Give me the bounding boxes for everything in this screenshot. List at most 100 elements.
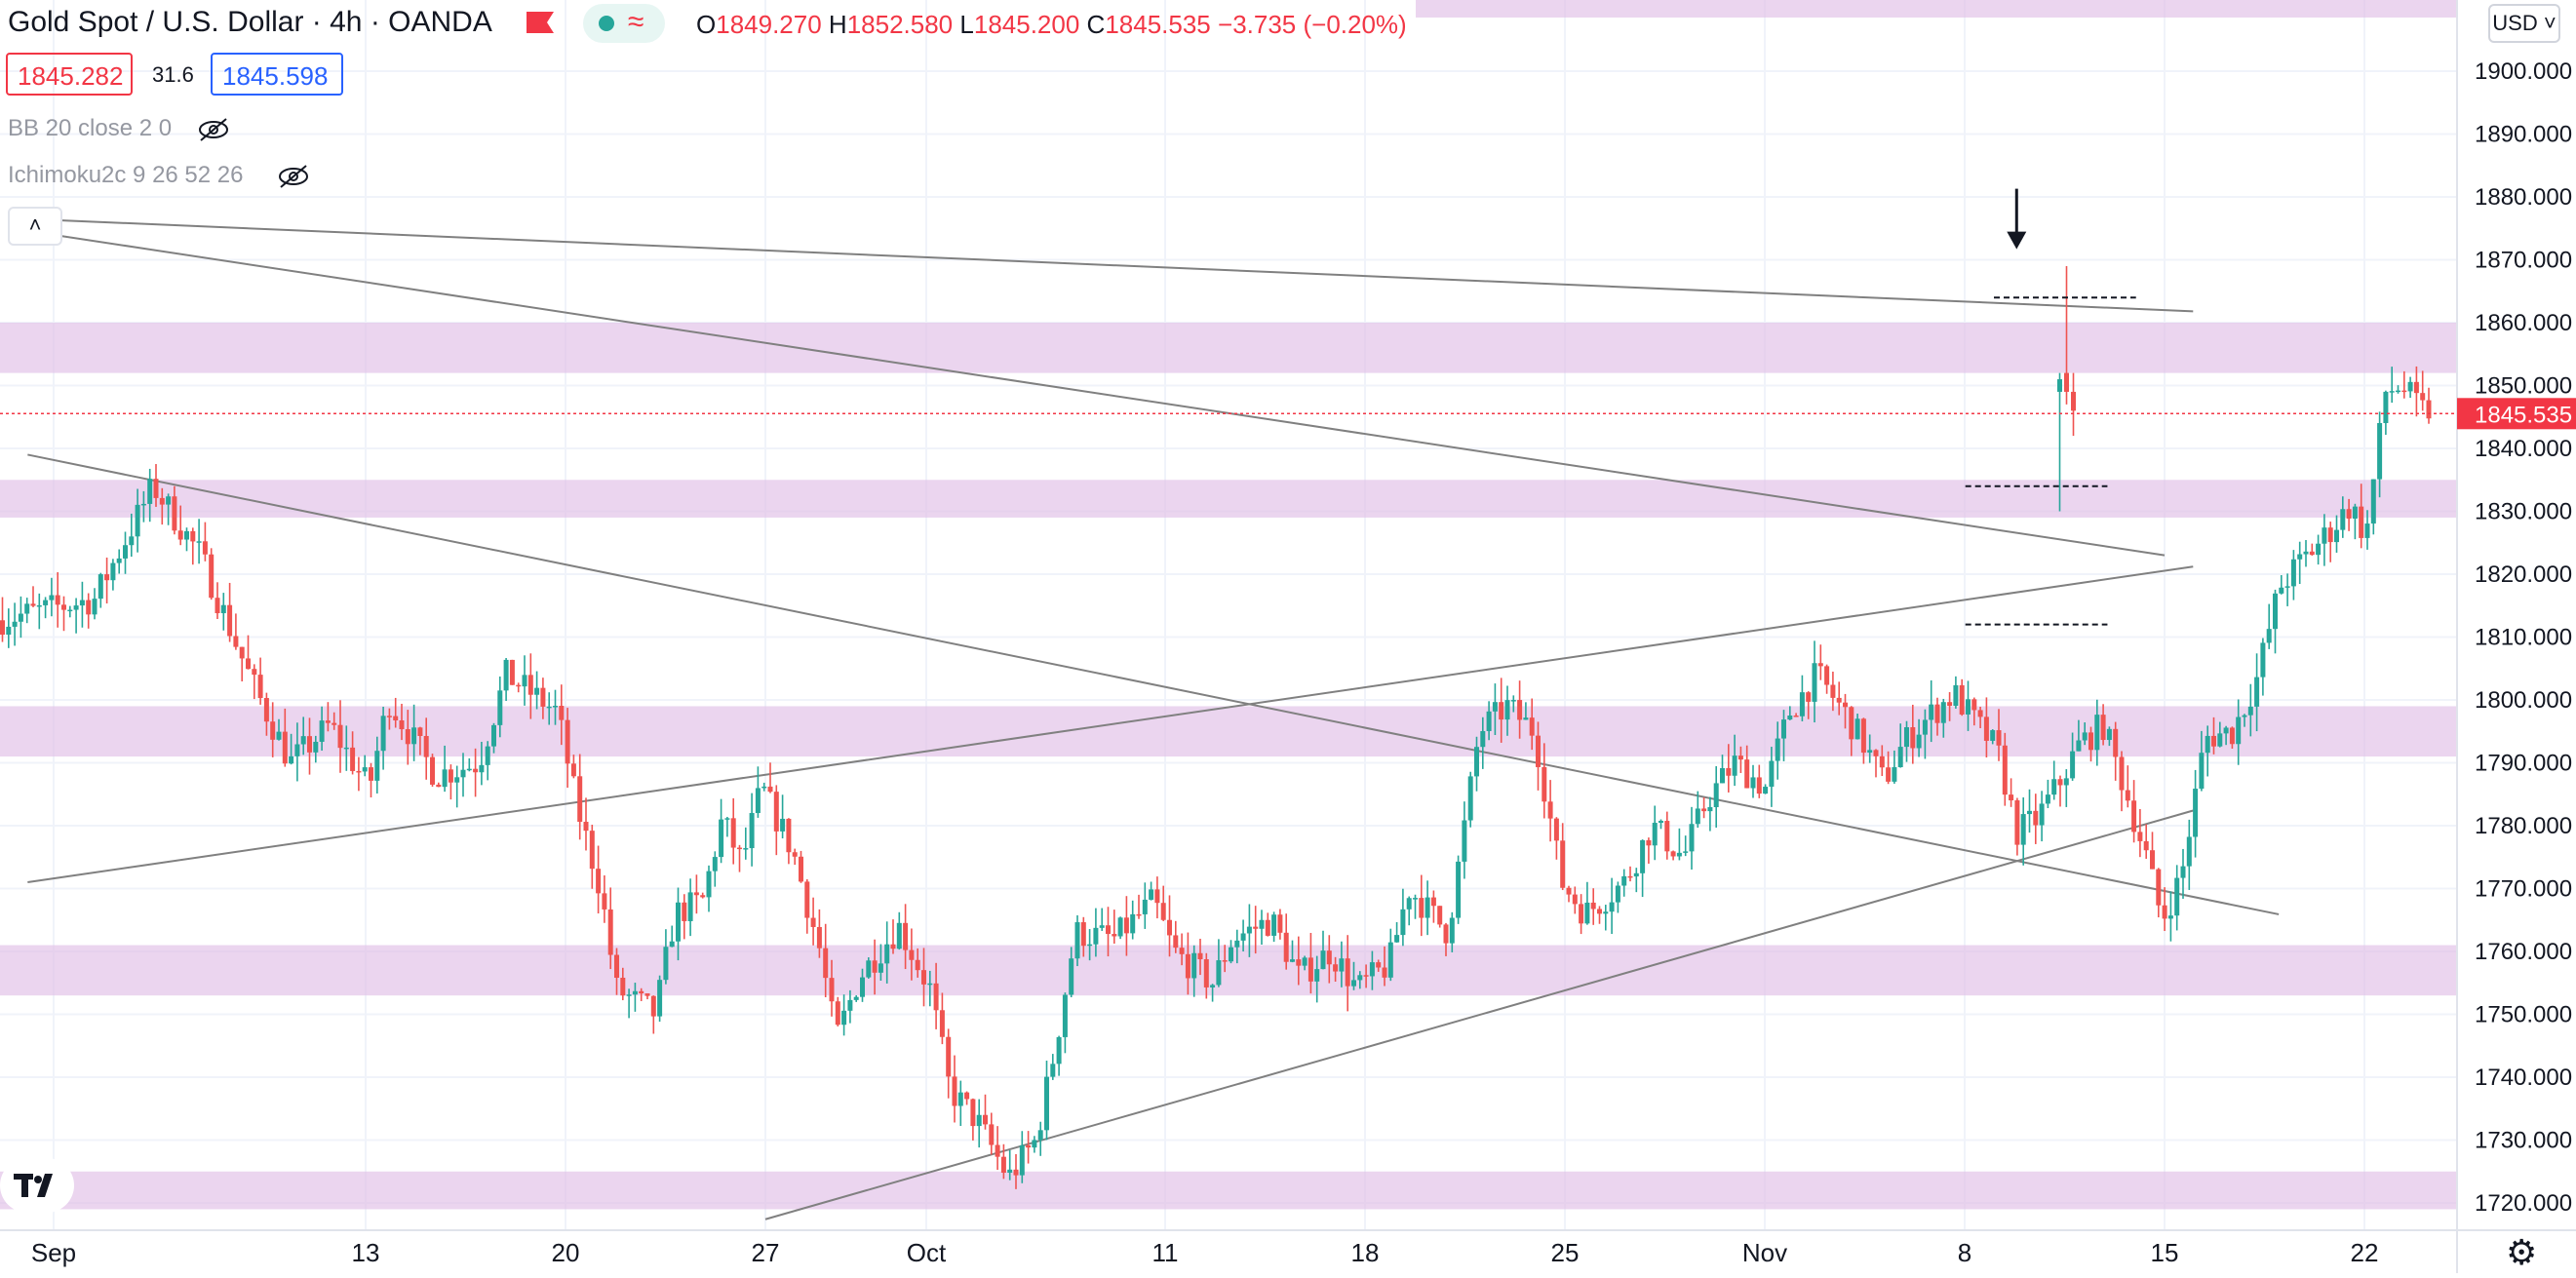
trendline xyxy=(27,453,2280,915)
candle-body xyxy=(2057,779,2063,786)
collapse-legend-button[interactable]: ˄ xyxy=(8,207,62,246)
candle-body xyxy=(61,604,66,610)
candle-body xyxy=(1897,747,1903,768)
candle-body xyxy=(307,736,312,753)
candle-body xyxy=(1019,1144,1025,1176)
candle-body xyxy=(1296,959,1302,966)
candle-body xyxy=(2162,905,2167,919)
candle-body xyxy=(737,847,742,850)
candle-body xyxy=(1504,700,1510,720)
candle-body xyxy=(780,818,786,832)
candle-body xyxy=(2266,629,2272,643)
candle-body xyxy=(596,869,602,894)
candle-body xyxy=(2407,381,2413,392)
candle-body xyxy=(423,735,429,757)
candle-body xyxy=(2205,735,2210,754)
candle-body xyxy=(1910,727,1916,749)
candle-body xyxy=(2346,509,2352,519)
candle-body xyxy=(927,983,933,986)
candle-body xyxy=(263,698,269,722)
candle-body xyxy=(553,706,558,708)
candle-body xyxy=(2094,715,2100,751)
close-label: C xyxy=(1086,10,1106,39)
candle-body xyxy=(246,658,251,670)
tradingview-logo[interactable] xyxy=(0,1158,74,1213)
candle-body xyxy=(810,917,816,927)
indicator-bb-label[interactable]: BB 20 close 2 0 xyxy=(8,115,173,141)
candle-body xyxy=(860,977,865,997)
candle-body xyxy=(1726,768,1732,776)
indicator-ichimoku-label[interactable]: Ichimoku2c 9 26 52 26 xyxy=(8,162,244,188)
candle-body xyxy=(2322,527,2327,544)
candle-body xyxy=(816,926,822,949)
candle-body xyxy=(1013,1169,1019,1176)
buy-price-button[interactable]: 1845.598 xyxy=(211,53,343,96)
candle-body xyxy=(2334,529,2339,543)
candle-body xyxy=(639,990,644,994)
candle-body xyxy=(1345,958,1350,987)
candle-body xyxy=(663,947,669,981)
candle-body xyxy=(1229,947,1233,962)
candle-body xyxy=(448,769,453,783)
market-status-pill[interactable]: ≈ xyxy=(583,4,665,43)
spread-value: 31.6 xyxy=(152,62,194,87)
candle-body xyxy=(491,724,496,747)
candle-body xyxy=(1922,719,1928,735)
price-tick-label: 1880.000 xyxy=(2475,184,2572,211)
gear-icon[interactable]: ⚙ xyxy=(2506,1232,2538,1272)
candle-body xyxy=(786,818,792,853)
candle-body xyxy=(884,944,890,964)
price-tick-label: 1760.000 xyxy=(2475,939,2572,965)
candle-body xyxy=(1867,750,1873,754)
time-axis: Sep 13 20 27 Oct 11 18 25 Nov 8 15 22 xyxy=(31,1238,2379,1267)
candle-body xyxy=(607,909,613,955)
candle-body xyxy=(116,558,122,563)
candle-body xyxy=(343,747,349,750)
candle-body xyxy=(626,994,632,996)
candle-body xyxy=(1977,710,1983,717)
candle-body xyxy=(1314,969,1320,982)
candle-body xyxy=(1590,902,1596,910)
candle-body xyxy=(1584,902,1590,924)
candle-body xyxy=(177,530,183,540)
eye-slash-icon[interactable] xyxy=(197,117,230,142)
candle-body xyxy=(669,941,675,948)
time-tick-label: 27 xyxy=(752,1238,780,1267)
candle-body xyxy=(1756,777,1762,794)
candle-body xyxy=(1806,692,1812,702)
candle-body xyxy=(30,603,36,606)
price-tick-label: 1830.000 xyxy=(2475,499,2572,525)
candle-body xyxy=(730,818,736,848)
candle-body xyxy=(1413,898,1418,900)
time-tick-label: Oct xyxy=(907,1238,947,1267)
candle-body xyxy=(755,788,761,814)
candle-body xyxy=(1652,823,1658,846)
candle-body xyxy=(577,776,583,823)
flag-icon[interactable] xyxy=(527,12,554,33)
candle-body xyxy=(1879,755,1885,768)
candle-body xyxy=(632,990,638,995)
currency-select[interactable]: USD ˅ xyxy=(2488,4,2560,43)
candle-body xyxy=(2401,390,2407,393)
time-tick-label: 22 xyxy=(2351,1238,2379,1267)
symbol-title[interactable]: Gold Spot / U.S. Dollar · 4h · OANDA xyxy=(8,6,492,38)
candle-body xyxy=(485,746,490,765)
candle-body xyxy=(2070,751,2076,779)
candle-body xyxy=(773,792,779,832)
candle-body xyxy=(1572,894,1578,905)
candle-body xyxy=(2082,732,2088,741)
sell-price-button[interactable]: 1845.282 xyxy=(6,53,133,96)
eye-slash-icon[interactable] xyxy=(277,164,310,189)
price-tick-label: 1850.000 xyxy=(2475,373,2572,400)
candle-body xyxy=(522,675,527,687)
candle-body xyxy=(1824,666,1830,685)
candle-body xyxy=(2364,523,2370,538)
candle-body xyxy=(1456,861,1462,918)
candle-body xyxy=(761,786,767,789)
time-tick-label: 25 xyxy=(1551,1238,1580,1267)
candle-body xyxy=(1406,898,1412,910)
candle-body xyxy=(1640,839,1646,873)
time-tick-label: Sep xyxy=(31,1238,76,1267)
